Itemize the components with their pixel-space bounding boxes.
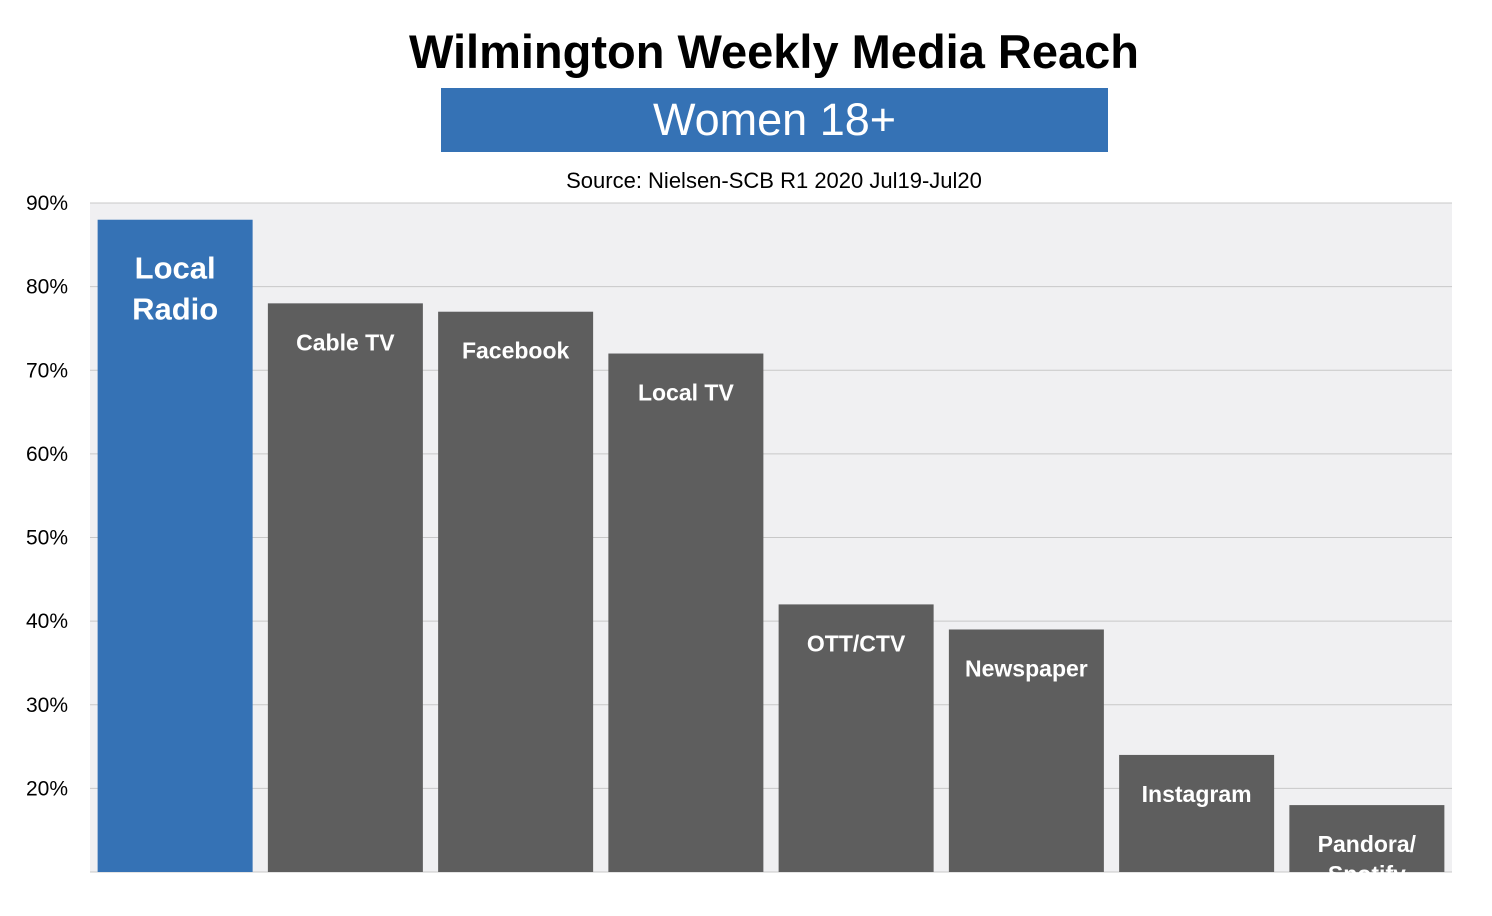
y-axis: 20% 30% 40% 50% 60% 70% 80% 90% [26,192,68,800]
bar [1289,805,1445,872]
y-tick-label: 50% [26,527,68,550]
bar [1119,754,1275,872]
bar-label: Cable TV [296,329,395,355]
bar-label-line: Newspaper [965,655,1088,681]
bar-label-line: Local [135,251,216,286]
bar-label: Local Radio [132,251,218,327]
bar-label: Pandora/Spotify [1318,831,1417,887]
bar-label-line: Cable TV [296,329,395,355]
y-tick-label: 30% [26,694,68,717]
bar [438,311,594,872]
bar-label-line: Instagram [1142,781,1252,807]
bar-label: Local TV [638,380,735,406]
y-tick-label: 60% [26,443,68,466]
bar [948,629,1104,872]
bar-label: Newspaper [965,655,1088,681]
bar-label: Facebook [462,338,570,364]
bar-label-line: Pandora/ [1318,831,1417,857]
bar-label-line: Facebook [462,338,570,364]
bar-label-line: Local TV [638,380,735,406]
bar-label: OTT/CTV [807,630,906,656]
y-tick-label: 40% [26,610,68,633]
bar-label-line: Spotify [1328,861,1406,887]
bar-labels: Local Radio Cable TV Facebook Local TV OTT/CT… [132,251,1417,887]
bar-label-line: Radio [132,292,218,327]
y-tick-label: 70% [26,359,68,382]
bar-label: Instagram [1142,781,1252,807]
y-tick-label: 20% [26,777,68,800]
bar [97,219,253,873]
y-tick-label: 80% [26,276,68,299]
bar [608,353,764,872]
bar [267,303,423,873]
chart-source: Source: Nielsen-SCB R1 2020 Jul19-Jul20 [566,168,982,193]
chart-title: Wilmington Weekly Media Reach [409,25,1139,78]
chart-subtitle: Women 18+ [441,88,1108,152]
bars [97,219,1445,873]
bar [778,604,934,872]
y-tick-label: 90% [26,192,68,215]
bar-label-line: OTT/CTV [807,630,906,656]
